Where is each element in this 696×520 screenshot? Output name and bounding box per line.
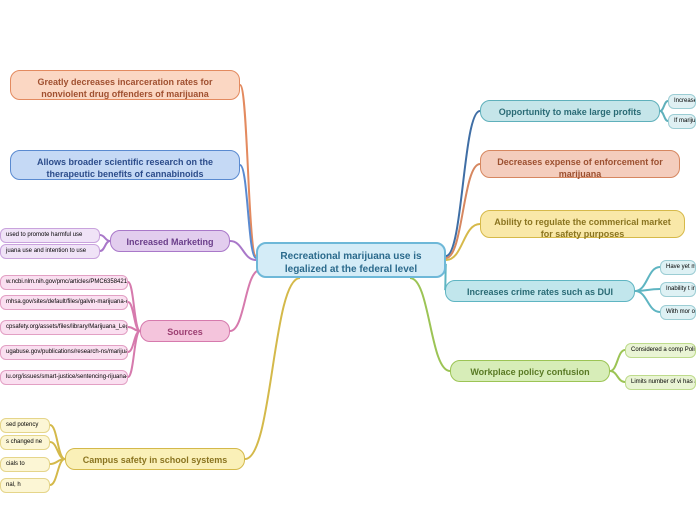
branch-workplace[interactable]: Workplace policy confusion <box>450 360 610 382</box>
branch-profits[interactable]: Opportunity to make large profits <box>480 100 660 122</box>
branch-sources[interactable]: Sources <box>140 320 230 342</box>
branch-research[interactable]: Allows broader scientific research on th… <box>10 150 240 180</box>
branch-crime[interactable]: Increases crime rates such as DUI <box>445 280 635 302</box>
child-marketing-1[interactable]: juana use and intention to use <box>0 244 100 259</box>
child-profits-0[interactable]: Increase in <box>668 94 696 109</box>
child-sources-4[interactable]: lu.org/issues/smart-justice/sentencing-r… <box>0 370 128 385</box>
child-sources-0[interactable]: w.ncbi.nlm.nih.gov/pmc/articles/PMC63584… <box>0 275 128 290</box>
center-node[interactable]: Recreational marijuana use is legalized … <box>256 242 446 278</box>
child-crime-0[interactable]: Have yet marijuan <box>660 260 696 275</box>
child-crime-2[interactable]: With mor obtaining <box>660 305 696 320</box>
child-sources-3[interactable]: ugabuse.gov/publications/research-ns/mar… <box>0 345 128 360</box>
branch-campus[interactable]: Campus safety in school systems <box>65 448 245 470</box>
child-campus-2[interactable]: cials to <box>0 457 50 472</box>
branch-marketing[interactable]: Increased Marketing <box>110 230 230 252</box>
child-marketing-0[interactable]: used to promote harmful use <box>0 228 100 243</box>
child-crime-1[interactable]: Inability t influence <box>660 282 696 297</box>
branch-enforcement[interactable]: Decreases expense of enforcement for mar… <box>480 150 680 178</box>
child-campus-1[interactable]: s changed ne <box>0 435 50 450</box>
child-sources-1[interactable]: mhsa.gov/sites/default/files/galvin-mari… <box>0 295 128 310</box>
child-campus-3[interactable]: nal, h <box>0 478 50 493</box>
branch-regulate[interactable]: Ability to regulate the commerical marke… <box>480 210 685 238</box>
child-profits-1[interactable]: If marijuan <box>668 114 696 129</box>
child-campus-0[interactable]: sed potency <box>0 418 50 433</box>
child-workplace-1[interactable]: Limits number of vi has a drug-free wor <box>625 375 696 390</box>
child-workplace-0[interactable]: Considered a comp Policy may need to fed… <box>625 343 696 358</box>
branch-incarceration[interactable]: Greatly decreases incarceration rates fo… <box>10 70 240 100</box>
child-sources-2[interactable]: cpsafety.org/assets/files/library/Mariju… <box>0 320 128 335</box>
